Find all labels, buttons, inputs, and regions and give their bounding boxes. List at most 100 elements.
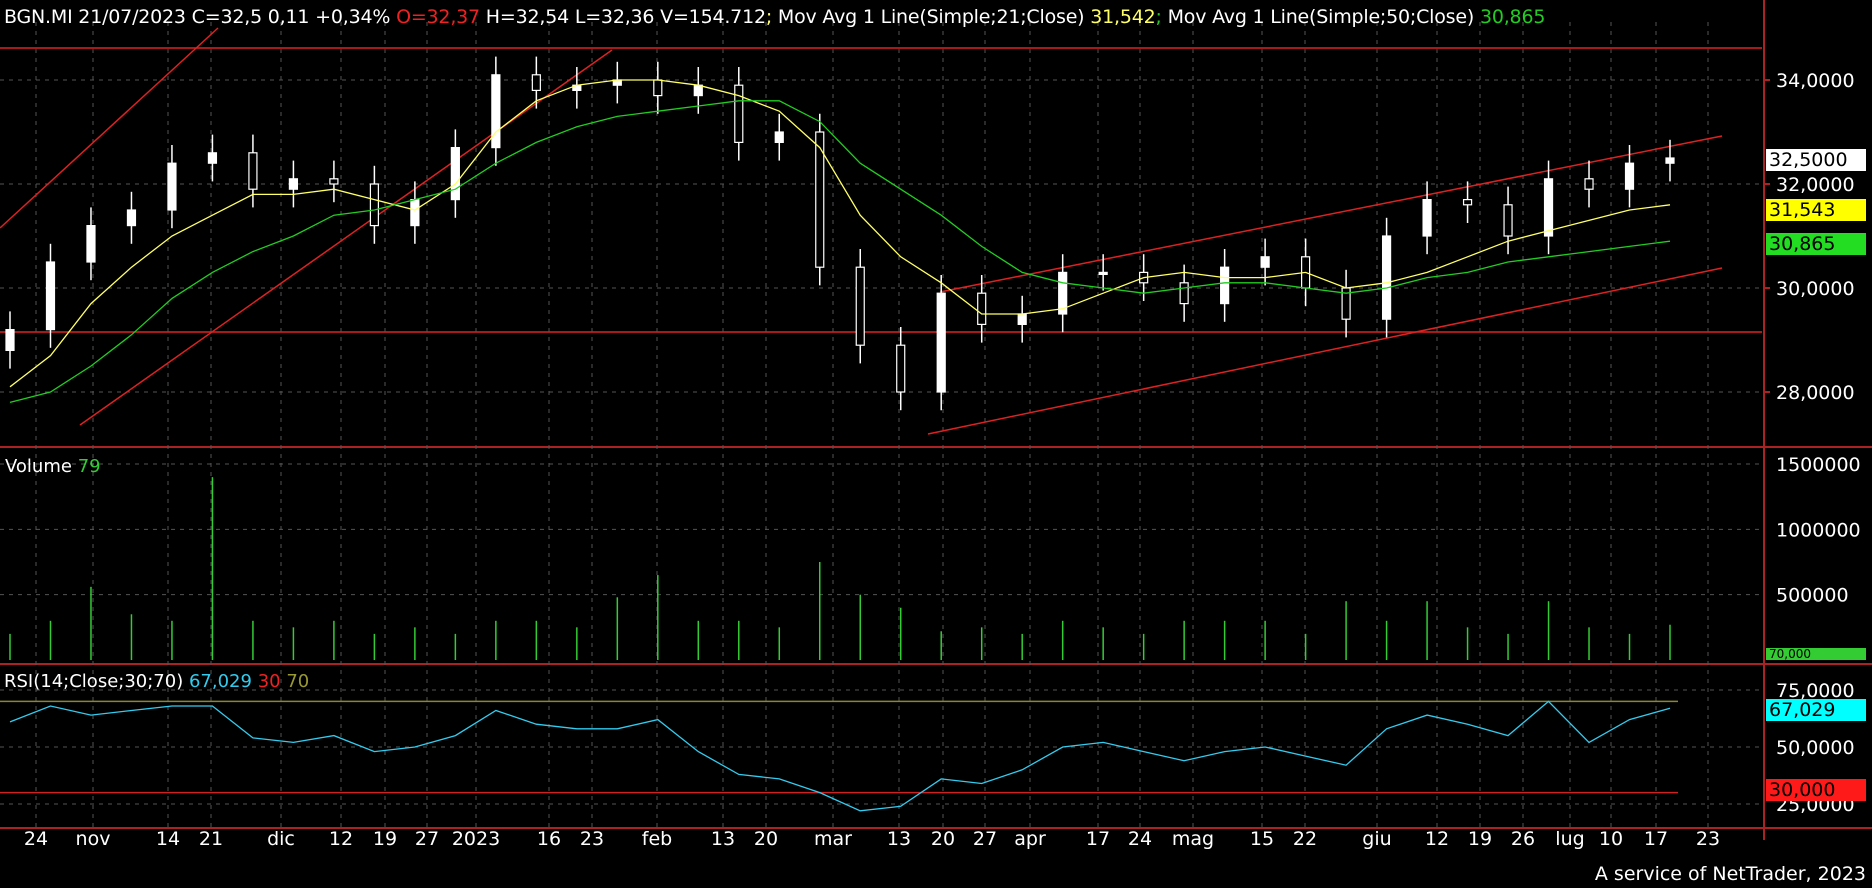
candle-body [1381, 235, 1392, 320]
volume-tick-label: 1000000 [1776, 519, 1861, 541]
candle-body [1422, 199, 1432, 237]
candle-body [1624, 162, 1635, 190]
candle-body [5, 329, 15, 352]
x-axis-label: 24 [24, 828, 48, 850]
rsi-panel-title: RSI(14;Close;30;70) 67,029 30 70 [4, 671, 309, 692]
open-value: O=32,37 [396, 6, 480, 28]
x-axis-label: dic [267, 828, 295, 850]
price-tick-label: 34,0000 [1776, 70, 1855, 92]
x-axis-label: mar [814, 828, 852, 850]
x-axis-label: 10 [1599, 828, 1623, 850]
rsi-high-level: 70 [286, 671, 310, 692]
candle-body [288, 178, 299, 190]
candle-body [653, 79, 663, 97]
candle-body [1665, 157, 1675, 164]
credit-text: A service of NetTrader, 2023 [1594, 863, 1866, 885]
candle-body [1179, 282, 1189, 305]
candle-body [896, 344, 906, 393]
ma21-value: 31,542 [1090, 6, 1156, 28]
candle-body [167, 162, 177, 211]
candle-body [45, 261, 56, 331]
rsi-value-tag: 67,029 [1766, 699, 1866, 721]
x-axis-label: giu [1362, 828, 1391, 850]
candle-body [1017, 313, 1027, 325]
ma21-line [9, 79, 1671, 388]
trend-channel-lower-2 [927, 267, 1723, 435]
volume-tick-label: 1500000 [1776, 454, 1861, 476]
symbol-summary: BGN.MI 21/07/2023 C=32,5 0,11 +0,34% [4, 6, 391, 28]
candle-body [329, 178, 339, 185]
candle-body [977, 292, 987, 326]
price-tick-label: 30,0000 [1776, 278, 1855, 300]
candle-body [86, 225, 96, 263]
candle-body [1462, 199, 1473, 206]
x-axis-label: 20 [754, 828, 778, 850]
rsi-line [9, 700, 1671, 812]
x-axis-label: 2023 [452, 828, 500, 850]
candle-body [126, 209, 137, 227]
x-axis-label: 26 [1511, 828, 1535, 850]
candle-body [734, 84, 744, 143]
candle-body [1098, 271, 1108, 275]
separator: ; [765, 6, 773, 28]
x-axis-label: lug [1555, 828, 1584, 850]
candle-body [1058, 271, 1068, 315]
high-low-volume: H=32,54 L=32,36 V=154.712 [485, 6, 766, 28]
price-tick-label: 32,0000 [1776, 174, 1855, 196]
ma50-value: 30,865 [1479, 6, 1546, 28]
x-axis-label: 19 [1468, 828, 1492, 850]
rsi-low-level: 30 [257, 671, 281, 692]
candle-body [1260, 256, 1270, 268]
trend-channel-upper-2 [939, 135, 1723, 293]
candle-body [491, 74, 501, 149]
candle-body [531, 74, 541, 92]
last-price-tag: 32,5000 [1766, 149, 1866, 171]
x-axis-label: 24 [1128, 828, 1152, 850]
x-axis-label: 12 [1425, 828, 1449, 850]
volume-label: Volume [5, 456, 72, 477]
candle-body [1503, 204, 1513, 237]
candle-body [855, 266, 865, 346]
candle-body [450, 147, 460, 201]
ma50-tag: 30,865 [1766, 233, 1866, 255]
rsi-low-tag: 30,000 [1766, 779, 1866, 801]
x-axis-label: 13 [887, 828, 911, 850]
ma21-label: Mov Avg 1 Line(Simple;21;Close) [777, 6, 1085, 28]
x-axis-label: 15 [1250, 828, 1274, 850]
x-axis-label: apr [1014, 828, 1046, 850]
candle-body [207, 152, 218, 164]
candle-body [693, 84, 703, 97]
x-axis-label: 23 [580, 828, 604, 850]
ma50-line [9, 100, 1671, 404]
rsi-tick-label: 75,0000 [1776, 680, 1855, 702]
volume-panel-title: Volume 79 [5, 456, 101, 477]
volume-partial-tag: 70,000 [1766, 648, 1866, 660]
x-axis-label: 27 [973, 828, 997, 850]
ma50-label: Mov Avg 1 Line(Simple;50;Close) [1167, 6, 1475, 28]
ma21-tag: 31,543 [1766, 199, 1866, 221]
x-axis-label: 16 [537, 828, 561, 850]
x-axis-label: 12 [329, 828, 353, 850]
x-axis-label: 13 [711, 828, 735, 850]
rsi-tick-label: 50,0000 [1776, 737, 1855, 759]
candle-body [248, 152, 258, 190]
candle-body [936, 292, 946, 393]
candle-body [815, 131, 825, 268]
x-axis-label: 27 [415, 828, 439, 850]
x-axis-label: 17 [1086, 828, 1110, 850]
chart-header: BGN.MI 21/07/2023 C=32,5 0,11 +0,34% O=3… [4, 6, 1545, 28]
price-tick-label: 28,0000 [1776, 382, 1855, 404]
x-axis-label: 21 [199, 828, 223, 850]
separator: ; [1155, 6, 1162, 28]
candle-body [774, 131, 784, 143]
trend-channel-upper-1 [0, 27, 219, 229]
x-axis-label: feb [642, 828, 672, 850]
volume-tick-label: 500000 [1776, 585, 1849, 607]
rsi-value: 67,029 [188, 671, 252, 692]
x-axis-label: 17 [1644, 828, 1668, 850]
candle-body [369, 183, 379, 227]
volume-value: 79 [77, 456, 101, 477]
candle-body [1543, 178, 1554, 237]
x-axis-label: 19 [373, 828, 397, 850]
